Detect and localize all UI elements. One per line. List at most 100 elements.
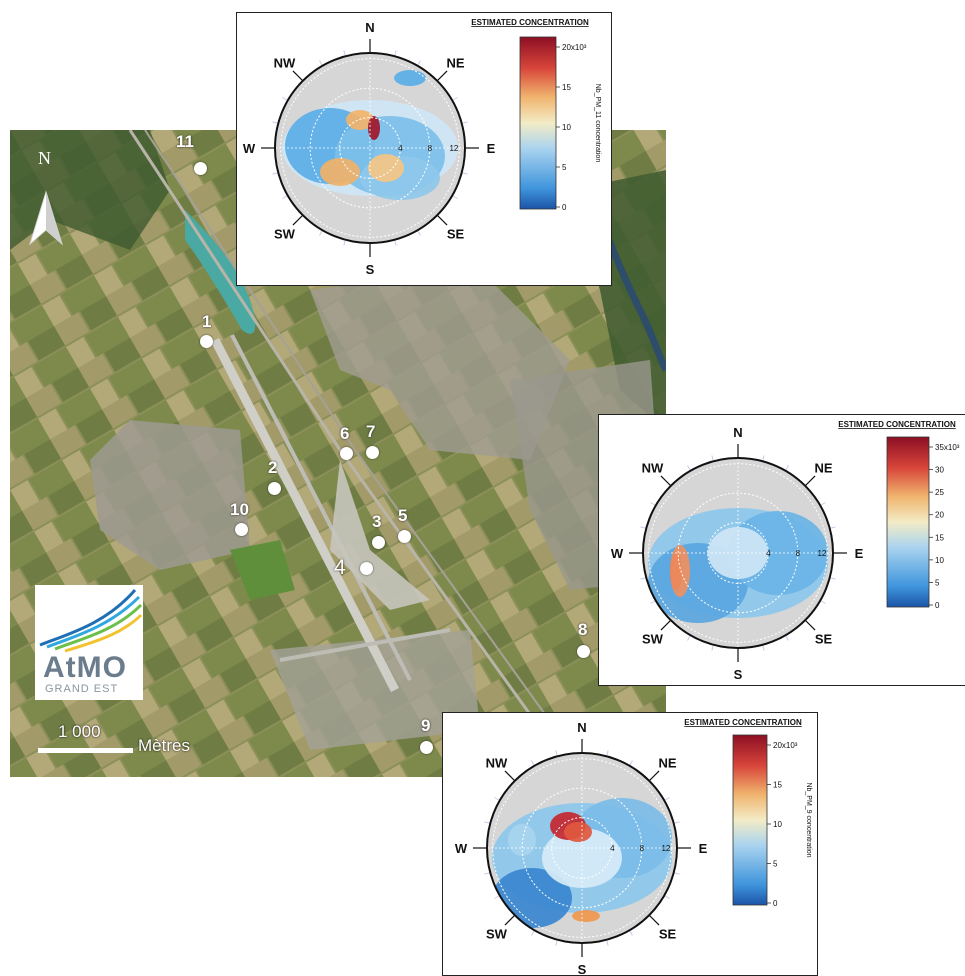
concentration-patch	[368, 116, 380, 140]
compass-label-s: S	[578, 962, 587, 975]
compass-tick	[820, 600, 826, 604]
site-marker-4[interactable]	[360, 562, 373, 575]
compass-label-sw: SW	[642, 632, 664, 647]
site-marker-10[interactable]	[235, 523, 248, 536]
compass-label-w: W	[611, 546, 624, 561]
logo-text: AtMO	[43, 651, 127, 684]
colorbar-tick-label: 20	[935, 511, 944, 520]
ring-label-12: 12	[449, 144, 458, 153]
compass-tick	[531, 760, 535, 766]
site-marker-11[interactable]	[194, 162, 207, 175]
compass-tick	[674, 821, 680, 824]
compass-label-w: W	[455, 841, 468, 856]
compass-tick	[282, 195, 288, 199]
site-marker-1[interactable]	[200, 335, 213, 348]
polar-plot-panel-site8: ESTIMATED CONCENTRATION 4 8 12 N NE E SE S SW W NW 0…	[598, 414, 965, 686]
compass-label-se: SE	[447, 227, 465, 242]
site-label-2: 2	[268, 458, 278, 477]
compass-tick	[394, 240, 397, 246]
compass-tick	[394, 50, 397, 56]
compass-tick	[830, 526, 836, 529]
plot-title: ESTIMATED CONCENTRATION	[471, 18, 589, 27]
site-marker-5[interactable]	[398, 530, 411, 543]
ring-label-4: 4	[398, 144, 403, 153]
compass-tick	[555, 940, 558, 946]
concentration-patch	[394, 70, 426, 86]
site-marker-9[interactable]	[420, 741, 433, 754]
ring-label-8: 8	[428, 144, 433, 153]
compass-tick	[687, 465, 691, 471]
site-label-5: 5	[398, 506, 408, 525]
colorbar-tick-label: 0	[562, 203, 567, 212]
colorbar-tick-label: 5	[773, 860, 778, 869]
ring-label-8: 8	[796, 549, 801, 558]
site-marker-2[interactable]	[268, 482, 281, 495]
colorbar-axis-label: Nb_PM_9 concentration	[805, 782, 812, 857]
compass-tick	[650, 502, 656, 506]
polar-outline	[642, 457, 834, 649]
compass-tick	[606, 940, 609, 946]
compass-tick	[484, 872, 490, 875]
site-label-7: 7	[366, 422, 376, 441]
plot-title: ESTIMATED CONCENTRATION	[838, 420, 956, 429]
colorbar-tick-label: 10	[935, 556, 944, 565]
concentration-patch	[670, 545, 690, 597]
scale-bar: 1 000 Mètres	[38, 722, 208, 762]
compass-label-ne: NE	[447, 55, 465, 70]
site-label-1: 1	[202, 312, 212, 331]
atmo-logo: AtMO GRAND EST	[35, 585, 143, 700]
concentration-layer	[282, 70, 458, 200]
compass-tick	[462, 172, 468, 175]
site-marker-3[interactable]	[372, 536, 385, 549]
polar-plot-site9: ESTIMATED CONCENTRATION 4 8 12 N NE E SE S SW W NW 0…	[455, 718, 812, 975]
ring-label-4: 4	[610, 844, 615, 853]
compass-tick	[687, 635, 691, 641]
site-label-11: 11	[176, 132, 194, 151]
colorbar-tick-label: 10	[773, 820, 782, 829]
concentration-patch	[320, 158, 360, 186]
compass-tick	[494, 895, 500, 899]
ring-label-12: 12	[817, 549, 826, 558]
colorbar-tick-label: 20x10³	[562, 43, 587, 52]
colorbar	[519, 36, 557, 210]
compass-tick	[272, 121, 278, 124]
site-marker-8[interactable]	[577, 645, 590, 658]
compass-label-e: E	[487, 141, 496, 156]
compass-tick	[452, 97, 458, 101]
polar-plot-site11: ESTIMATED CONCENTRATION 4 8 12 N NE E SE S SW W NW 0…	[243, 18, 601, 277]
compass-tick	[785, 635, 789, 641]
site-label-3: 3	[372, 512, 382, 531]
compass-tick	[629, 930, 633, 936]
polar-plot-panel-site9: ESTIMATED CONCENTRATION 4 8 12 N NE E SE S SW W NW 0…	[442, 712, 818, 976]
compass-label-n: N	[733, 425, 742, 440]
compass-label-nw: NW	[642, 460, 664, 475]
colorbar-tick-label: 0	[773, 899, 778, 908]
colorbar	[732, 734, 768, 906]
colorbar-tick-label: 10	[562, 123, 571, 132]
compass-tick	[484, 821, 490, 824]
compass-tick	[640, 526, 646, 529]
compass-label-nw: NW	[486, 755, 508, 770]
compass-tick	[417, 60, 421, 66]
site-label-4: 4	[334, 556, 346, 579]
compass-tick	[629, 760, 633, 766]
colorbar-tick-label: 5	[935, 578, 940, 587]
site-marker-6[interactable]	[340, 447, 353, 460]
compass-tick	[674, 872, 680, 875]
compass-label-nw: NW	[274, 55, 296, 70]
site-label-8: 8	[578, 620, 588, 639]
compass-tick	[762, 455, 765, 461]
ring-label-8: 8	[640, 844, 645, 853]
concentration-patch	[368, 154, 404, 182]
colorbar-tick-label: 15	[562, 83, 571, 92]
grid-ring	[309, 87, 431, 209]
compass-tick	[664, 797, 670, 801]
compass-label-n: N	[577, 720, 586, 735]
north-label: N	[38, 148, 51, 168]
compass-label-se: SE	[659, 927, 677, 942]
compass-tick	[452, 195, 458, 199]
compass-tick	[343, 240, 346, 246]
logo-subtext: GRAND EST	[45, 683, 119, 695]
grid-ring	[521, 787, 643, 909]
site-marker-7[interactable]	[366, 446, 379, 459]
